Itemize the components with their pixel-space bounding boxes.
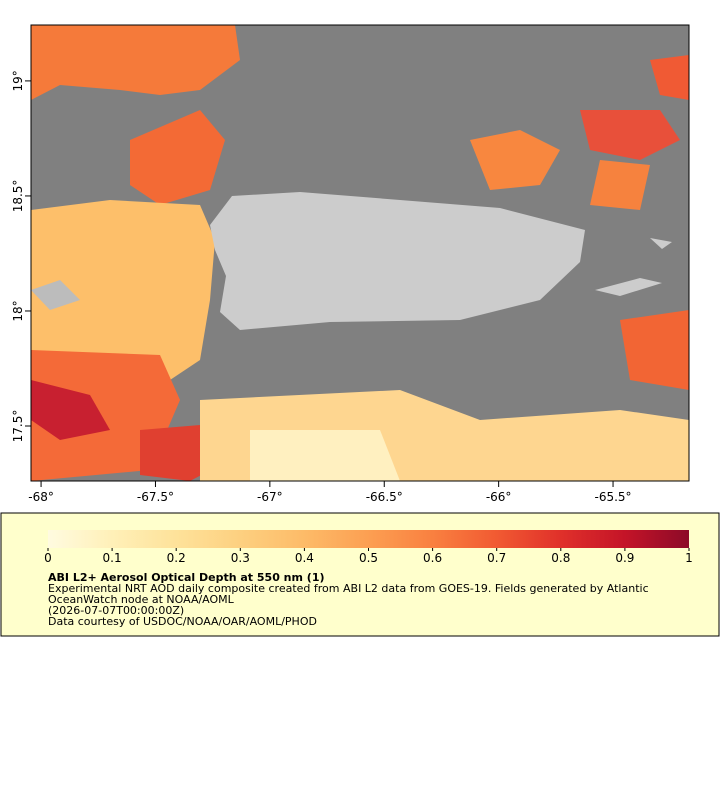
- x-tick-label: -66°: [486, 490, 512, 504]
- map-frame: [30, 24, 690, 482]
- culebra: [650, 238, 672, 249]
- x-tick-label: -66.5°: [366, 490, 403, 504]
- axes: -68° -67.5° -67° -66.5° -66° -65.5° 17.5° 18° 18…: [11, 70, 632, 504]
- colorbar-tick-label: 0.5: [359, 551, 378, 565]
- y-tick-label: 19°: [11, 70, 25, 91]
- vieques: [595, 278, 662, 296]
- colorbar: [48, 530, 689, 548]
- colorbar-tick-label: 0.1: [103, 551, 122, 565]
- colorbar-tick-label: 0.6: [423, 551, 442, 565]
- puerto-rico: [210, 192, 585, 330]
- x-tick-label: -67°: [257, 490, 283, 504]
- map-area: [31, 25, 689, 481]
- aerosol-patches: [31, 25, 689, 481]
- y-tick-label: 17.5°: [11, 410, 25, 443]
- colorbar-tick-label: 0.9: [615, 551, 634, 565]
- colorbar-tick-label: 1: [685, 551, 693, 565]
- caption-line: Data courtesy of USDOC/NOAA/OAR/AOML/PHO…: [48, 615, 317, 628]
- y-tick-label: 18°: [11, 300, 25, 321]
- colorbar-ticks: 0 0.1 0.2 0.3 0.4 0.5 0.6 0.7 0.8 0.9 1: [44, 548, 693, 565]
- caption-title: ABI L2+ Aerosol Optical Depth at 550 nm …: [48, 571, 325, 584]
- caption-line: OceanWatch node at NOAA/AOML: [48, 593, 235, 606]
- caption-line: Experimental NRT AOD daily composite cre…: [48, 582, 649, 595]
- colorbar-tick-label: 0: [44, 551, 52, 565]
- colorbar-tick-label: 0.3: [231, 551, 250, 565]
- colorbar-tick-label: 0.7: [487, 551, 506, 565]
- y-tick-label: 18.5°: [11, 180, 25, 213]
- colorbar-tick-label: 0.4: [295, 551, 314, 565]
- colorbar-tick-label: 0.8: [551, 551, 570, 565]
- colorbar-tick-label: 0.2: [167, 551, 186, 565]
- x-tick-label: -67.5°: [137, 490, 174, 504]
- x-tick-label: -68°: [28, 490, 54, 504]
- x-tick-label: -65.5°: [595, 490, 632, 504]
- caption-line: (2026-07-07T00:00:00Z): [48, 604, 184, 617]
